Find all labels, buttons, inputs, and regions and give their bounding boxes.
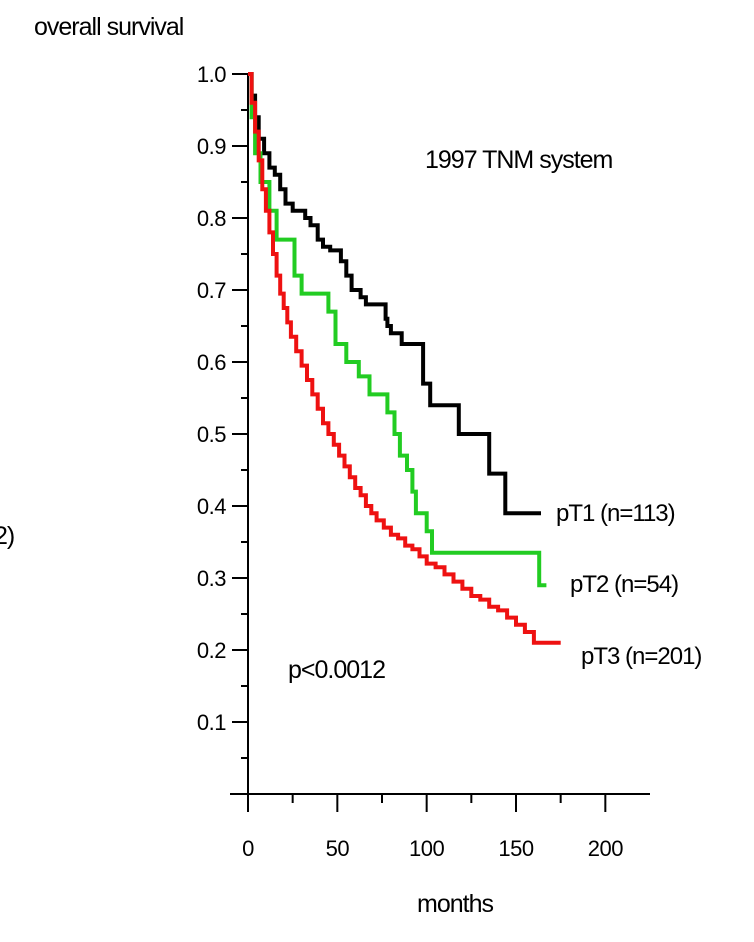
x-axis: 0 50 100 150 200 [230, 793, 650, 861]
y-tick-label: 0.8 [197, 206, 226, 231]
y-axis-title: overall survival [34, 13, 183, 41]
x-tick-label: 100 [409, 836, 444, 861]
y-tick-label: 1.0 [197, 62, 226, 87]
y-tick-label: 0.6 [197, 350, 226, 375]
y-tick-label: 0.2 [197, 638, 226, 663]
y-tick-label: 0.7 [197, 278, 226, 303]
left-edge-text: 2) [0, 522, 14, 550]
x-tick-label: 150 [498, 836, 533, 861]
y-tick-label: 0.1 [197, 710, 226, 735]
y-tick-label: 0.4 [197, 494, 226, 519]
x-axis-title: months [417, 890, 493, 918]
y-tick-label: 0.9 [197, 134, 226, 159]
series-group [248, 72, 561, 645]
y-tick-label: 0.3 [197, 566, 226, 591]
x-tick-label: 200 [588, 836, 623, 861]
survival-curve-pt2 [248, 72, 547, 588]
survival-curve-pt3 [248, 72, 561, 645]
series-label-pt1: pT1 (n=113) [556, 500, 675, 527]
x-tick-label: 50 [326, 836, 350, 861]
survival-curve-pt1 [248, 72, 541, 516]
series-label-pt2: pT2 (n=54) [570, 571, 678, 598]
series-label-pt3: pT3 (n=201) [581, 643, 701, 670]
x-tick-label: 0 [242, 836, 254, 861]
p-value-annotation: p<0.0012 [288, 656, 385, 684]
series-labels: pT1 (n=113) pT2 (n=54) pT3 (n=201) [556, 500, 702, 670]
y-axis: 0.1 0.2 0.3 0.4 0.5 0.6 0.7 0.8 0.9 1.0 [197, 62, 249, 794]
y-tick-label: 0.5 [197, 422, 226, 447]
chart-title: 1997 TNM system [425, 146, 613, 174]
